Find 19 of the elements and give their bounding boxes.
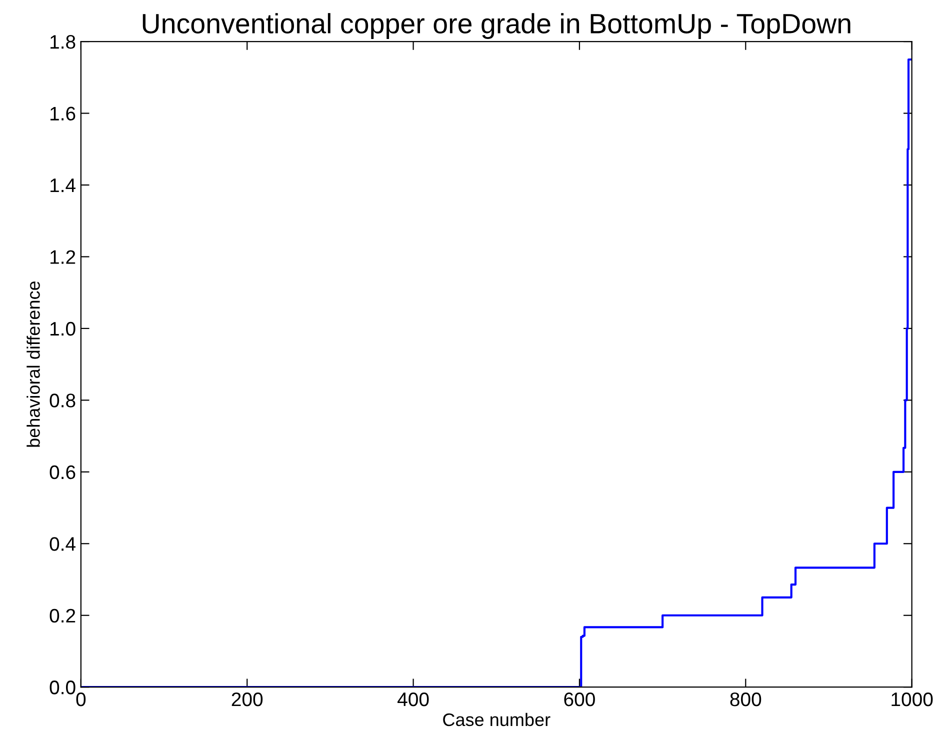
x-axis-title: Case number: [443, 712, 550, 726]
chart-title: Unconventional copper ore grade in BottomUp - TopDown: [142, 13, 850, 39]
y-tick-label: 0.0: [50, 680, 76, 694]
x-tick-label: 0: [76, 692, 86, 706]
y-tick-label: 1.6: [50, 106, 76, 121]
x-tick-label: 800: [730, 692, 762, 706]
x-tick-label: 200: [232, 692, 263, 706]
y-tick-label: 1.0: [50, 322, 76, 336]
y-tick-label: 1.8: [50, 35, 76, 49]
y-tick-label: 0.6: [50, 465, 76, 480]
y-axis-title: behavioral difference: [26, 281, 40, 447]
y-tick-label: 0.8: [50, 394, 76, 408]
y-tick-label: 1.4: [50, 178, 76, 192]
x-tick-label: 1000: [892, 692, 933, 706]
x-tick-label: 400: [398, 692, 429, 706]
y-tick-label: 0.2: [50, 608, 76, 623]
y-tick-label: 0.4: [50, 537, 76, 551]
x-tick-label: 600: [564, 692, 595, 706]
y-tick-label: 1.2: [50, 250, 76, 264]
